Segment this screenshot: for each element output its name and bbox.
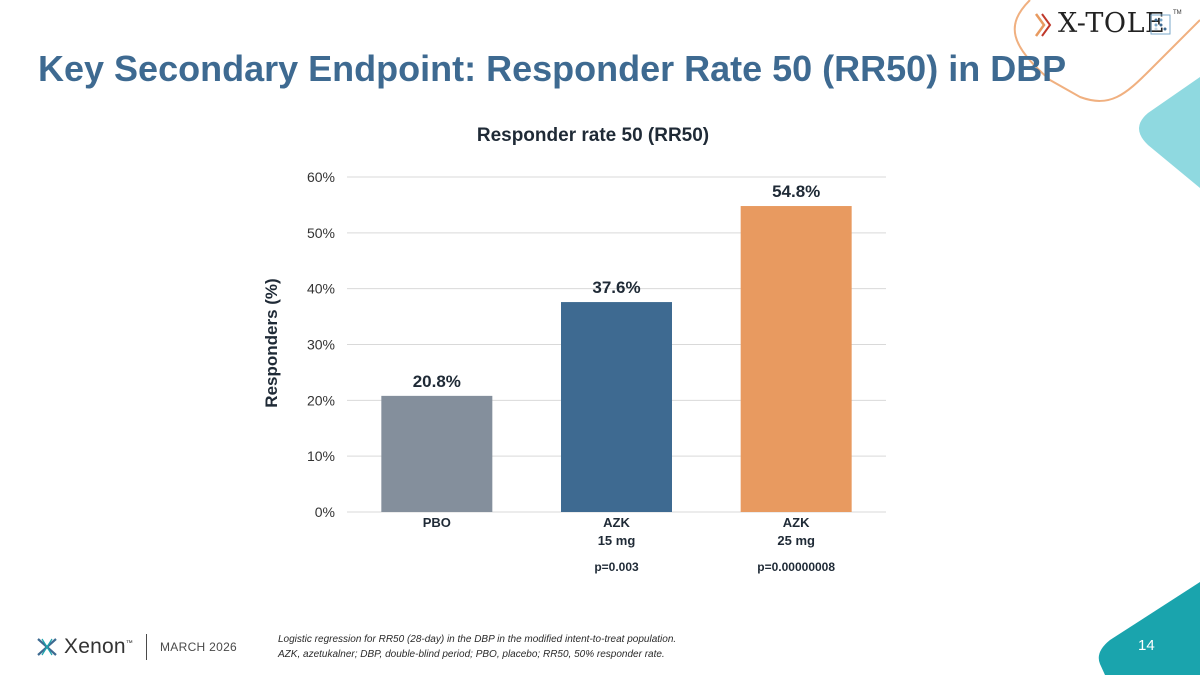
bar-value-label: 37.6% [592, 278, 640, 297]
footer-divider [146, 634, 147, 660]
xtole-x-mark-icon [1034, 13, 1052, 37]
x-tick-label: AZK [783, 515, 810, 530]
x-tick-label: PBO [423, 515, 451, 530]
slide-title: Key Secondary Endpoint: Responder Rate 5… [38, 48, 1067, 89]
bar [381, 395, 493, 512]
xtole-trademark: TM [1173, 10, 1182, 16]
xenon-x-icon [37, 638, 57, 656]
xenon-wordmark: Xenon™ [64, 635, 133, 658]
footnote-line-1: Logistic regression for RR50 (28-day) in… [278, 634, 677, 645]
y-tick-label: 50% [307, 225, 335, 241]
p-value-label: p=0.003 [594, 560, 639, 574]
bar-value-label: 20.8% [413, 372, 461, 391]
page-number: 14 [1138, 637, 1155, 654]
y-tick-label: 60% [307, 169, 335, 185]
xtole-dots-icon [1150, 14, 1171, 35]
x-tick-sublabel: 25 mg [777, 533, 815, 548]
x-tick-label: AZK [603, 515, 630, 530]
x-tick-sublabel: 15 mg [598, 533, 636, 548]
bar [561, 302, 672, 512]
y-tick-label: 0% [315, 504, 335, 520]
y-axis-label: Responders (%) [262, 278, 281, 407]
footnote-line-2: AZK, azetukalner; DBP, double-blind peri… [278, 649, 665, 660]
y-tick-label: 20% [307, 392, 335, 408]
bar [740, 206, 852, 513]
y-tick-label: 30% [307, 337, 335, 353]
footer-date: MARCH 2026 [160, 640, 238, 654]
p-value-label: p=0.00000008 [757, 560, 835, 574]
y-tick-label: 10% [307, 448, 335, 464]
y-tick-label: 40% [307, 281, 335, 297]
chart-title: Responder rate 50 (RR50) [477, 125, 709, 146]
footnote: Logistic regression for RR50 (28-day) in… [278, 632, 676, 662]
bar-value-label: 54.8% [772, 182, 820, 201]
xenon-logo: Xenon™ [36, 635, 133, 659]
xtole-logo-text: X-TOLE [1058, 8, 1166, 39]
